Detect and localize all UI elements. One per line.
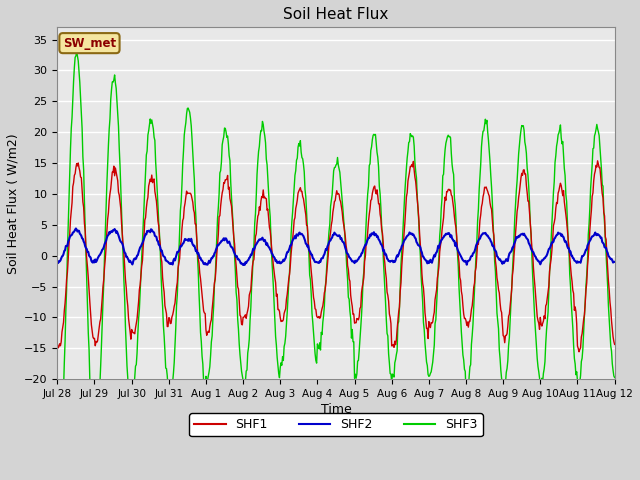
SHF2 — [438, 237, 446, 242]
SHF1 — [560, 188, 568, 193]
SHF1 — [594, 158, 602, 164]
SHF2 — [200, 261, 208, 267]
SHF1 — [200, 308, 207, 314]
SHF2 — [239, 262, 247, 268]
X-axis label: Time: Time — [321, 403, 351, 416]
Line: SHF1: SHF1 — [58, 161, 614, 352]
Text: SW_met: SW_met — [63, 36, 116, 49]
SHF1 — [176, 256, 184, 262]
Y-axis label: Soil Heat Flux ( W/m2): Soil Heat Flux ( W/m2) — [7, 133, 20, 274]
Line: SHF3: SHF3 — [58, 51, 614, 476]
SHF1 — [381, 269, 389, 275]
SHF3 — [73, 48, 81, 54]
SHF2 — [329, 232, 337, 238]
SHF1 — [611, 341, 618, 347]
SHF2 — [72, 226, 80, 231]
SHF3 — [177, 199, 185, 204]
SHF1 — [575, 349, 583, 355]
SHF3 — [202, 392, 209, 398]
SHF2 — [383, 256, 391, 262]
SHF3 — [54, 472, 61, 478]
Line: SHF2: SHF2 — [58, 228, 614, 265]
SHF3 — [329, 180, 337, 186]
Legend: SHF1, SHF2, SHF3: SHF1, SHF2, SHF3 — [189, 413, 483, 436]
SHF3 — [54, 473, 62, 479]
SHF1 — [328, 222, 335, 228]
SHF2 — [54, 259, 61, 264]
Title: Soil Heat Flux: Soil Heat Flux — [284, 7, 388, 22]
SHF2 — [611, 259, 618, 265]
SHF3 — [383, 331, 391, 336]
SHF3 — [611, 375, 618, 381]
SHF3 — [561, 173, 569, 179]
SHF1 — [436, 242, 444, 248]
SHF2 — [561, 239, 569, 245]
SHF3 — [438, 195, 446, 201]
SHF1 — [54, 341, 61, 347]
SHF2 — [177, 243, 184, 249]
